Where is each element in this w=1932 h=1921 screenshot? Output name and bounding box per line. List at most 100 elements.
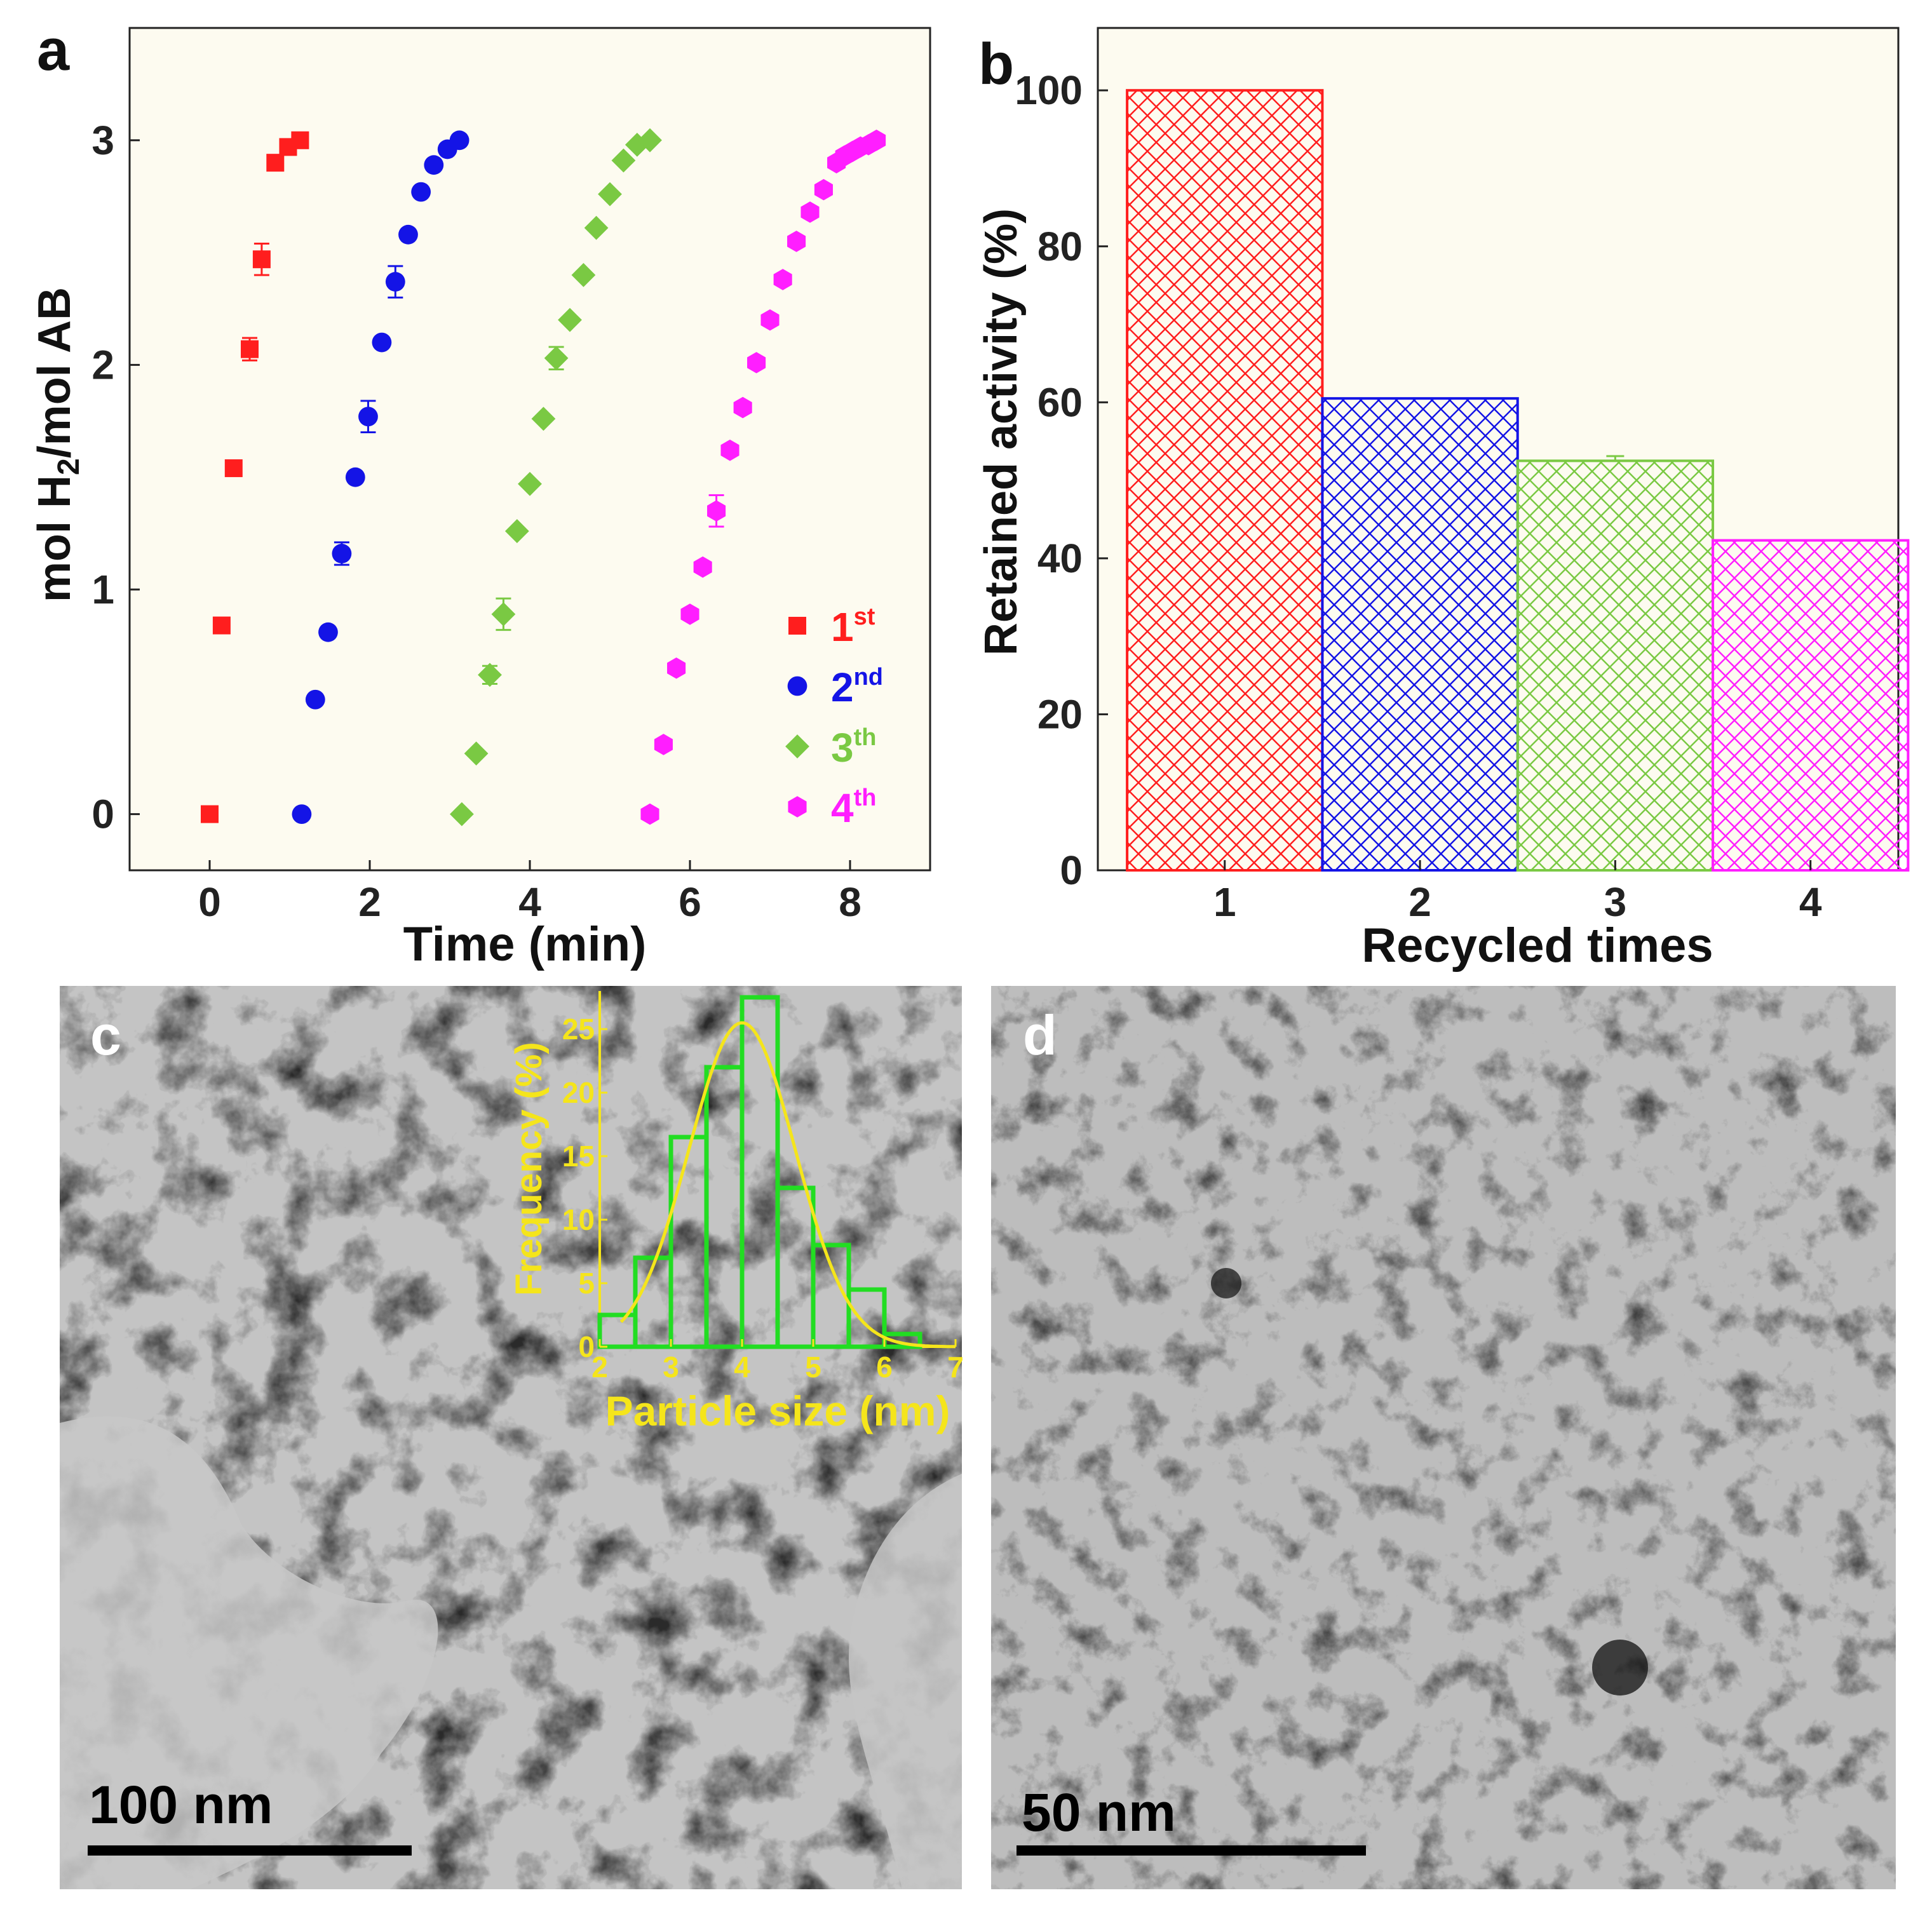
data-point bbox=[611, 148, 636, 173]
y-axis-label-a-part1: mol H bbox=[29, 475, 80, 602]
panel-label-d: d bbox=[1023, 1004, 1057, 1067]
y-axis-label-a-part2: /mol AB bbox=[29, 287, 80, 458]
data-point bbox=[787, 231, 806, 252]
x-tick-label-b: 1 bbox=[1213, 879, 1236, 925]
data-point bbox=[640, 803, 659, 825]
inset-y-tick-label: 0 bbox=[578, 1330, 595, 1363]
data-point bbox=[518, 471, 542, 496]
legend-superscript: nd bbox=[854, 664, 883, 691]
inset-y-axis-label: Frequency (%) bbox=[508, 1042, 550, 1296]
x-tick-label-a: 4 bbox=[518, 879, 541, 925]
data-point bbox=[654, 734, 673, 755]
x-axis-label-b: Recycled times bbox=[1361, 919, 1713, 973]
scale-bar-label-d: 50 nm bbox=[1022, 1783, 1176, 1842]
x-axis-label-a: Time (min) bbox=[403, 917, 647, 971]
panel-c-tem-image: c 100 nm 2 3 4 5 6 7 0 5 10 15 20 25 Particle size (… bbox=[60, 986, 964, 1889]
panel-label-a: a bbox=[37, 18, 70, 83]
data-point bbox=[598, 182, 622, 206]
inset-x-tick-label: 6 bbox=[876, 1351, 893, 1384]
axis-ticks-a: 0 2 4 6 8 0 1 2 3 bbox=[91, 118, 861, 925]
data-point bbox=[760, 309, 780, 331]
data-point bbox=[504, 519, 529, 543]
panel-d-tem-image: d 50 nm bbox=[991, 986, 1896, 1889]
tem-image-c-empty-region-right bbox=[849, 1474, 962, 1889]
data-point bbox=[680, 603, 699, 625]
legend-number: 1 bbox=[831, 604, 854, 650]
data-point bbox=[450, 802, 474, 826]
inset-bar bbox=[846, 1287, 887, 1349]
x-tick-label-b: 4 bbox=[1799, 879, 1822, 925]
legend-superscript: th bbox=[854, 724, 877, 751]
data-point bbox=[266, 154, 285, 172]
inset-x-tick-label: 2 bbox=[591, 1351, 608, 1384]
plot-area-a bbox=[128, 27, 931, 872]
legend-marker-1st bbox=[788, 617, 806, 635]
data-point bbox=[201, 805, 219, 823]
y-tick-label-b: 20 bbox=[1037, 691, 1083, 737]
data-point bbox=[491, 602, 516, 626]
inset-x-tick-label: 7 bbox=[947, 1351, 964, 1384]
y-tick-label-a: 0 bbox=[91, 792, 114, 837]
legend-marker-3th bbox=[785, 734, 809, 758]
tem-image-d-dark-particle-2 bbox=[1211, 1268, 1241, 1298]
data-point bbox=[241, 340, 259, 358]
data-point bbox=[411, 182, 431, 202]
data-point bbox=[733, 396, 752, 419]
series-3th bbox=[450, 128, 662, 826]
series-2nd bbox=[292, 130, 469, 824]
series-4th bbox=[640, 130, 886, 825]
panel-label-b: b bbox=[978, 32, 1014, 97]
data-point bbox=[720, 439, 740, 461]
y-tick-label-b: 100 bbox=[1015, 67, 1083, 113]
bars-b bbox=[1126, 89, 1910, 872]
x-tick-label-a: 6 bbox=[679, 879, 701, 925]
data-point bbox=[638, 128, 662, 152]
inset-y-tick-label: 20 bbox=[562, 1076, 595, 1109]
data-point bbox=[693, 556, 712, 578]
data-point bbox=[707, 500, 726, 522]
x-tick-label-b: 3 bbox=[1604, 879, 1627, 925]
series-1st bbox=[201, 131, 309, 823]
bar-2 bbox=[1321, 397, 1519, 872]
legend-label-1st: 1st bbox=[831, 603, 875, 650]
data-point bbox=[544, 346, 569, 370]
data-point bbox=[773, 269, 792, 290]
inset-y-tick-label: 10 bbox=[562, 1203, 595, 1236]
inset-x-tick-label: 3 bbox=[663, 1351, 679, 1384]
x-tick-label-b: 2 bbox=[1408, 879, 1431, 925]
bar-4 bbox=[1712, 539, 1910, 872]
data-point bbox=[584, 215, 609, 240]
y-tick-label-b: 60 bbox=[1037, 379, 1083, 425]
data-point bbox=[464, 741, 489, 766]
scale-bar-label-c: 100 nm bbox=[89, 1775, 273, 1835]
inset-histogram: 2 3 4 5 6 7 0 5 10 15 20 25 Particle size (nm) Freque… bbox=[508, 991, 964, 1434]
inset-x-axis-label: Particle size (nm) bbox=[605, 1387, 950, 1434]
y-tick-label-b: 40 bbox=[1037, 536, 1083, 581]
data-point bbox=[224, 459, 243, 478]
y-tick-label-b: 0 bbox=[1060, 847, 1083, 893]
inset-bar bbox=[740, 995, 780, 1349]
data-point bbox=[558, 307, 582, 332]
bar-3 bbox=[1516, 459, 1715, 872]
scale-bar-c bbox=[88, 1845, 412, 1856]
data-point bbox=[531, 407, 556, 431]
y-axis-label-a: mol H2/mol AB bbox=[29, 287, 86, 602]
data-point bbox=[424, 155, 444, 175]
y-tick-label-a: 1 bbox=[91, 567, 114, 612]
data-point bbox=[398, 224, 418, 245]
legend-superscript: st bbox=[854, 603, 875, 630]
data-point bbox=[867, 130, 886, 151]
legend-marker-4th bbox=[788, 796, 807, 818]
inset-y-tick-label: 15 bbox=[562, 1140, 595, 1173]
y-axis-label-a-subscript: 2 bbox=[52, 458, 86, 475]
inset-x-tick-label: 4 bbox=[734, 1351, 750, 1384]
legend-marker-2nd bbox=[787, 676, 807, 696]
data-point bbox=[291, 131, 309, 149]
data-point bbox=[358, 407, 378, 427]
y-tick-label-a: 2 bbox=[91, 342, 114, 388]
